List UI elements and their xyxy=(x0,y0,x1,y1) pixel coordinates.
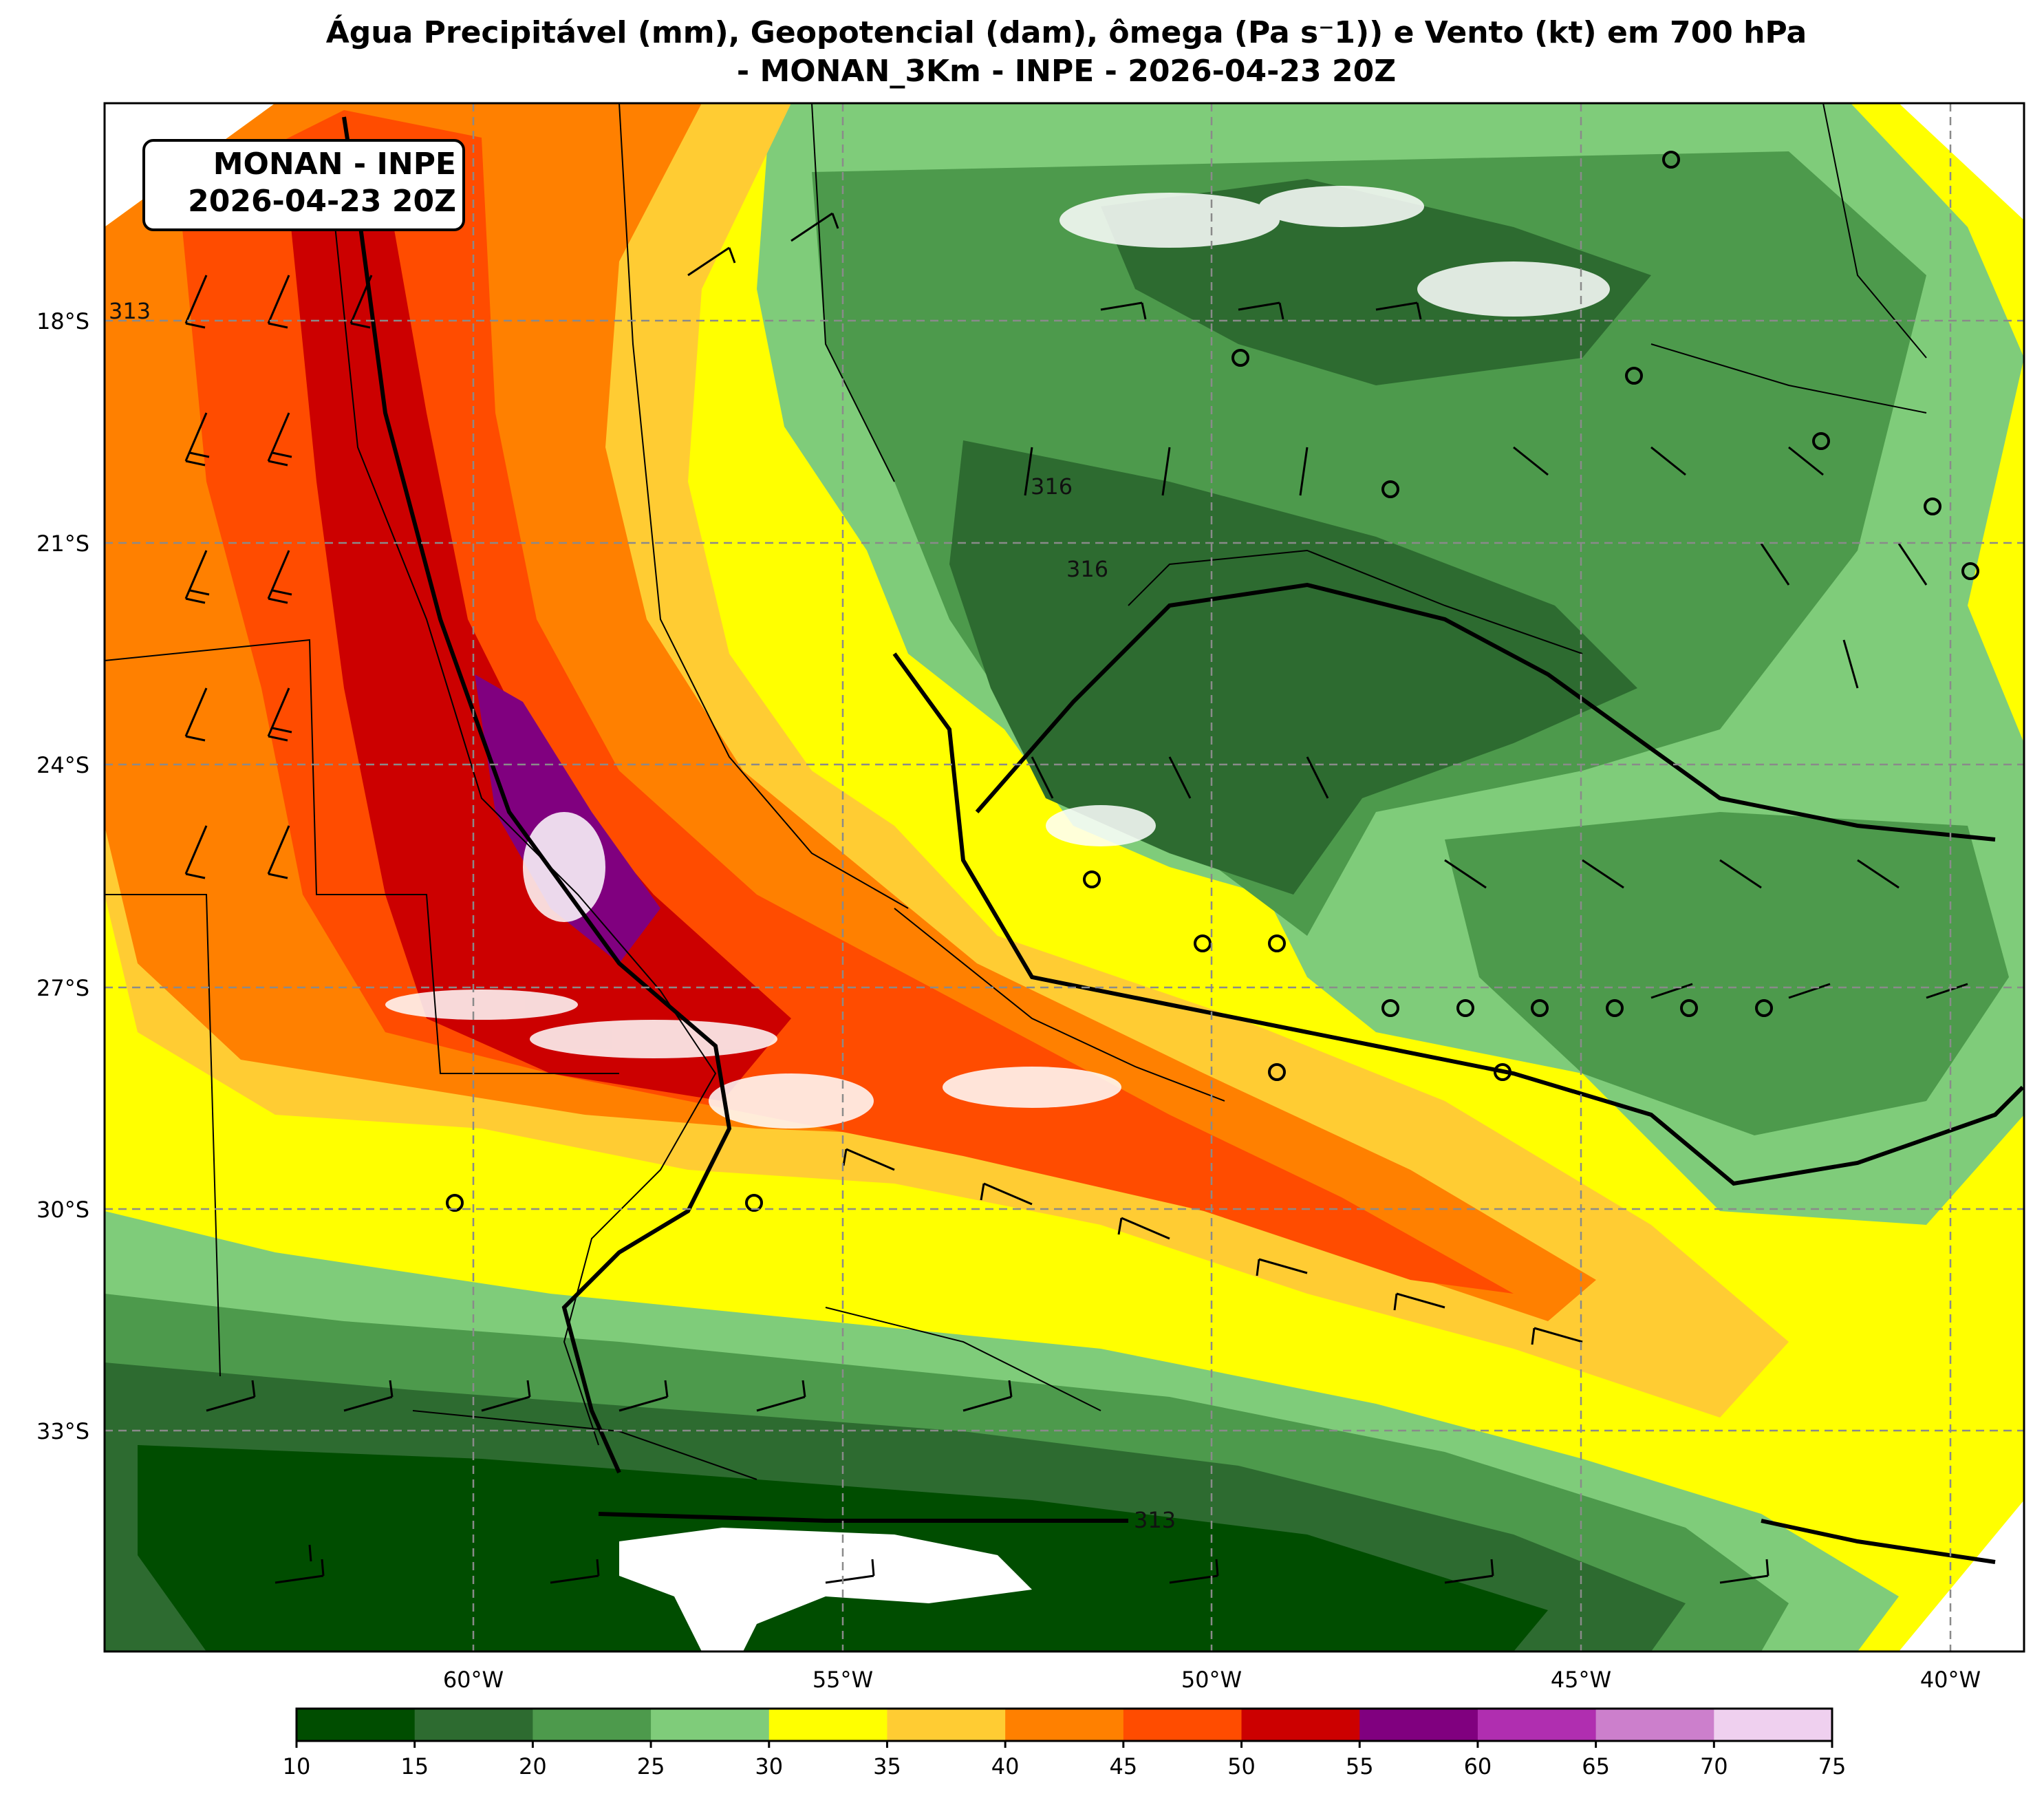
info-box-frame xyxy=(142,139,465,231)
calm-wind-markers xyxy=(446,151,1979,1212)
figure-title-line2: - MONAN_3Km - INPE - 2026-04-23 20Z xyxy=(737,54,1396,89)
colorbar-swatch xyxy=(297,1709,416,1741)
contour-313-west xyxy=(342,116,732,1474)
pw-region-15-20 xyxy=(949,440,1637,895)
colorbar-tick-label: 25 xyxy=(637,1753,665,1779)
colorbar-tick-label: 40 xyxy=(991,1753,1020,1779)
lat-tick-label-24: 24°S xyxy=(36,752,89,778)
colorbar-swatch xyxy=(1005,1709,1124,1741)
colorbar-tick-label: 60 xyxy=(1464,1753,1492,1779)
precipitable-water-field xyxy=(105,103,2024,1651)
colorbar-swatches xyxy=(297,1709,1833,1741)
colorbar-tick-label: 65 xyxy=(1582,1753,1610,1779)
lon-tick-label-55: 55°W xyxy=(813,1667,873,1693)
colorbar-tick-label: 50 xyxy=(1227,1753,1256,1779)
colorbar-swatch xyxy=(768,1709,887,1741)
colorbar-tick-label: 20 xyxy=(519,1753,547,1779)
colorbar-swatch xyxy=(1714,1709,1833,1741)
contour-label-316-b: 316 xyxy=(1066,556,1108,582)
lat-tick-label-18: 18°S xyxy=(36,308,89,334)
contour-label-316-a: 316 xyxy=(1031,473,1073,500)
contour-label-313-nw: 313 xyxy=(109,298,151,324)
lat-tick-label-21: 21°S xyxy=(36,531,89,557)
contour-label-313-s: 313 xyxy=(1134,1507,1176,1533)
colorbar-frame xyxy=(295,1707,1833,1742)
colorbar-swatch xyxy=(1477,1709,1597,1741)
map-gridlines xyxy=(105,103,2024,1651)
geopotential-contours xyxy=(342,116,2024,1564)
map-frame xyxy=(103,102,2025,1653)
colorbar-tick-label: 15 xyxy=(400,1753,429,1779)
lat-axis: 18°S 21°S 24°S 27°S 30°S 33°S xyxy=(36,308,89,1444)
lat-tick-label-33: 33°S xyxy=(36,1418,89,1444)
lon-axis: 60°W 55°W 50°W 45°W 40°W xyxy=(443,1667,1981,1693)
colorbar-swatch xyxy=(532,1709,652,1741)
info-box: MONAN - INPE 2026-04-23 20Z xyxy=(142,139,465,231)
colorbar-tick-label: 30 xyxy=(755,1753,783,1779)
pw-region-20-25-ocean xyxy=(1445,812,2009,1135)
colorbar-tick-label: 55 xyxy=(1346,1753,1374,1779)
colorbar-swatch xyxy=(1359,1709,1478,1741)
contour-316-east xyxy=(892,652,2024,1186)
pw-region-55-60 xyxy=(289,179,791,1101)
lon-tick-label-45: 45°W xyxy=(1551,1667,1611,1693)
figure-title-line1: Água Precipitável (mm), Geopotencial (da… xyxy=(326,14,1807,50)
colorbar-swatch xyxy=(1595,1709,1714,1741)
pw-below-10 xyxy=(619,1528,1032,1651)
info-box-line2: 2026-04-23 20Z xyxy=(188,184,456,219)
lon-tick-label-40: 40°W xyxy=(1920,1667,1981,1693)
info-box-line1: MONAN - INPE xyxy=(213,147,456,182)
lon-tick-label-60: 60°W xyxy=(443,1667,504,1693)
contour-313-south xyxy=(598,1512,1128,1523)
colorbar-swatch xyxy=(1123,1709,1242,1741)
colorbar-swatch xyxy=(1241,1709,1360,1741)
colorbar-labels: 10 15 20 25 30 35 40 45 50 55 60 65 70 75 xyxy=(283,1741,1847,1779)
colorbar: 10 15 20 25 30 35 40 45 50 55 60 65 70 75 xyxy=(283,1707,1847,1779)
colorbar-tick-label: 10 xyxy=(283,1753,311,1779)
colorbar-tick-label: 45 xyxy=(1109,1753,1137,1779)
contour-south-east xyxy=(1761,1519,1996,1564)
map-panel: 313 316 316 313 xyxy=(105,103,2024,1651)
pw-speckle xyxy=(385,186,1610,1129)
lat-tick-label-27: 27°S xyxy=(36,975,89,1001)
colorbar-swatch xyxy=(887,1709,1006,1741)
wind-barbs xyxy=(184,212,1968,1584)
colorbar-swatch xyxy=(651,1709,770,1741)
lat-tick-label-30: 30°S xyxy=(36,1197,89,1223)
colorbar-swatch xyxy=(414,1709,533,1741)
colorbar-tick-label: 35 xyxy=(873,1753,901,1779)
colorbar-tick-label: 75 xyxy=(1818,1753,1847,1779)
contour-316-inner xyxy=(975,582,1996,842)
colorbar-tick-label: 70 xyxy=(1700,1753,1728,1779)
lon-tick-label-50: 50°W xyxy=(1181,1667,1242,1693)
